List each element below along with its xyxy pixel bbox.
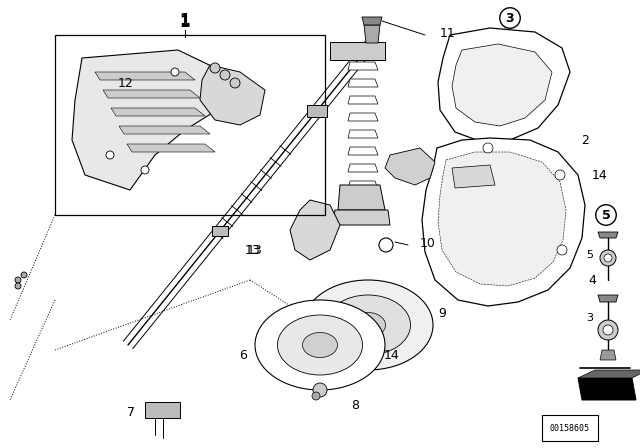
Polygon shape xyxy=(452,44,552,126)
Polygon shape xyxy=(348,164,378,172)
Polygon shape xyxy=(338,185,385,210)
Ellipse shape xyxy=(303,332,337,358)
Polygon shape xyxy=(578,370,640,378)
Circle shape xyxy=(21,272,27,278)
Text: 5: 5 xyxy=(602,208,611,221)
Text: 1: 1 xyxy=(180,14,190,30)
Polygon shape xyxy=(364,25,380,43)
Text: 10: 10 xyxy=(420,237,436,250)
Polygon shape xyxy=(290,200,340,260)
Polygon shape xyxy=(348,181,378,189)
Text: 4: 4 xyxy=(588,273,596,287)
Circle shape xyxy=(555,170,565,180)
Polygon shape xyxy=(422,138,585,306)
Polygon shape xyxy=(600,350,616,360)
Text: 1: 1 xyxy=(180,13,190,27)
Polygon shape xyxy=(348,147,378,155)
Text: 13: 13 xyxy=(247,244,263,257)
Polygon shape xyxy=(333,210,390,225)
Bar xyxy=(55,35,325,215)
Polygon shape xyxy=(348,79,378,87)
Polygon shape xyxy=(307,105,327,117)
Text: 7: 7 xyxy=(127,405,135,418)
Circle shape xyxy=(603,325,613,335)
Circle shape xyxy=(600,250,616,266)
Text: 14: 14 xyxy=(384,349,400,362)
Text: 13: 13 xyxy=(245,244,261,257)
Polygon shape xyxy=(348,130,378,138)
Text: 12: 12 xyxy=(117,77,133,90)
Circle shape xyxy=(604,254,612,262)
Circle shape xyxy=(557,245,567,255)
Text: 11: 11 xyxy=(440,26,456,39)
Polygon shape xyxy=(119,126,210,134)
Circle shape xyxy=(106,151,114,159)
Circle shape xyxy=(598,320,618,340)
Ellipse shape xyxy=(351,313,385,337)
Text: 8: 8 xyxy=(351,399,359,412)
Text: 14: 14 xyxy=(592,168,608,181)
Circle shape xyxy=(220,70,230,80)
Text: 3: 3 xyxy=(586,313,593,323)
Text: 6: 6 xyxy=(239,349,247,362)
Ellipse shape xyxy=(278,315,362,375)
Circle shape xyxy=(141,166,149,174)
Polygon shape xyxy=(348,62,378,70)
Polygon shape xyxy=(452,165,495,188)
Circle shape xyxy=(483,143,493,153)
Circle shape xyxy=(230,78,240,88)
Polygon shape xyxy=(438,28,570,142)
Polygon shape xyxy=(111,108,205,116)
Polygon shape xyxy=(362,17,382,25)
Polygon shape xyxy=(212,226,228,236)
Text: 00158605: 00158605 xyxy=(550,423,590,432)
Polygon shape xyxy=(330,42,385,60)
Polygon shape xyxy=(598,295,618,302)
Circle shape xyxy=(15,277,21,283)
Polygon shape xyxy=(385,148,435,185)
Polygon shape xyxy=(598,232,618,238)
Polygon shape xyxy=(348,113,378,121)
Circle shape xyxy=(15,283,21,289)
Text: 2: 2 xyxy=(581,134,589,146)
Text: 3: 3 xyxy=(506,12,515,25)
Polygon shape xyxy=(200,65,265,125)
Circle shape xyxy=(171,68,179,76)
Polygon shape xyxy=(127,144,215,152)
Polygon shape xyxy=(145,402,180,418)
Polygon shape xyxy=(72,50,230,190)
Circle shape xyxy=(379,238,393,252)
Text: 9: 9 xyxy=(438,306,446,319)
Polygon shape xyxy=(95,72,195,80)
Ellipse shape xyxy=(255,300,385,390)
Circle shape xyxy=(312,392,320,400)
Circle shape xyxy=(313,383,327,397)
Polygon shape xyxy=(438,152,566,286)
Text: 5: 5 xyxy=(586,250,593,260)
Circle shape xyxy=(210,63,220,73)
Ellipse shape xyxy=(303,280,433,370)
Polygon shape xyxy=(348,198,378,206)
Polygon shape xyxy=(348,96,378,104)
Polygon shape xyxy=(103,90,200,98)
Polygon shape xyxy=(578,378,636,400)
Ellipse shape xyxy=(326,295,410,355)
